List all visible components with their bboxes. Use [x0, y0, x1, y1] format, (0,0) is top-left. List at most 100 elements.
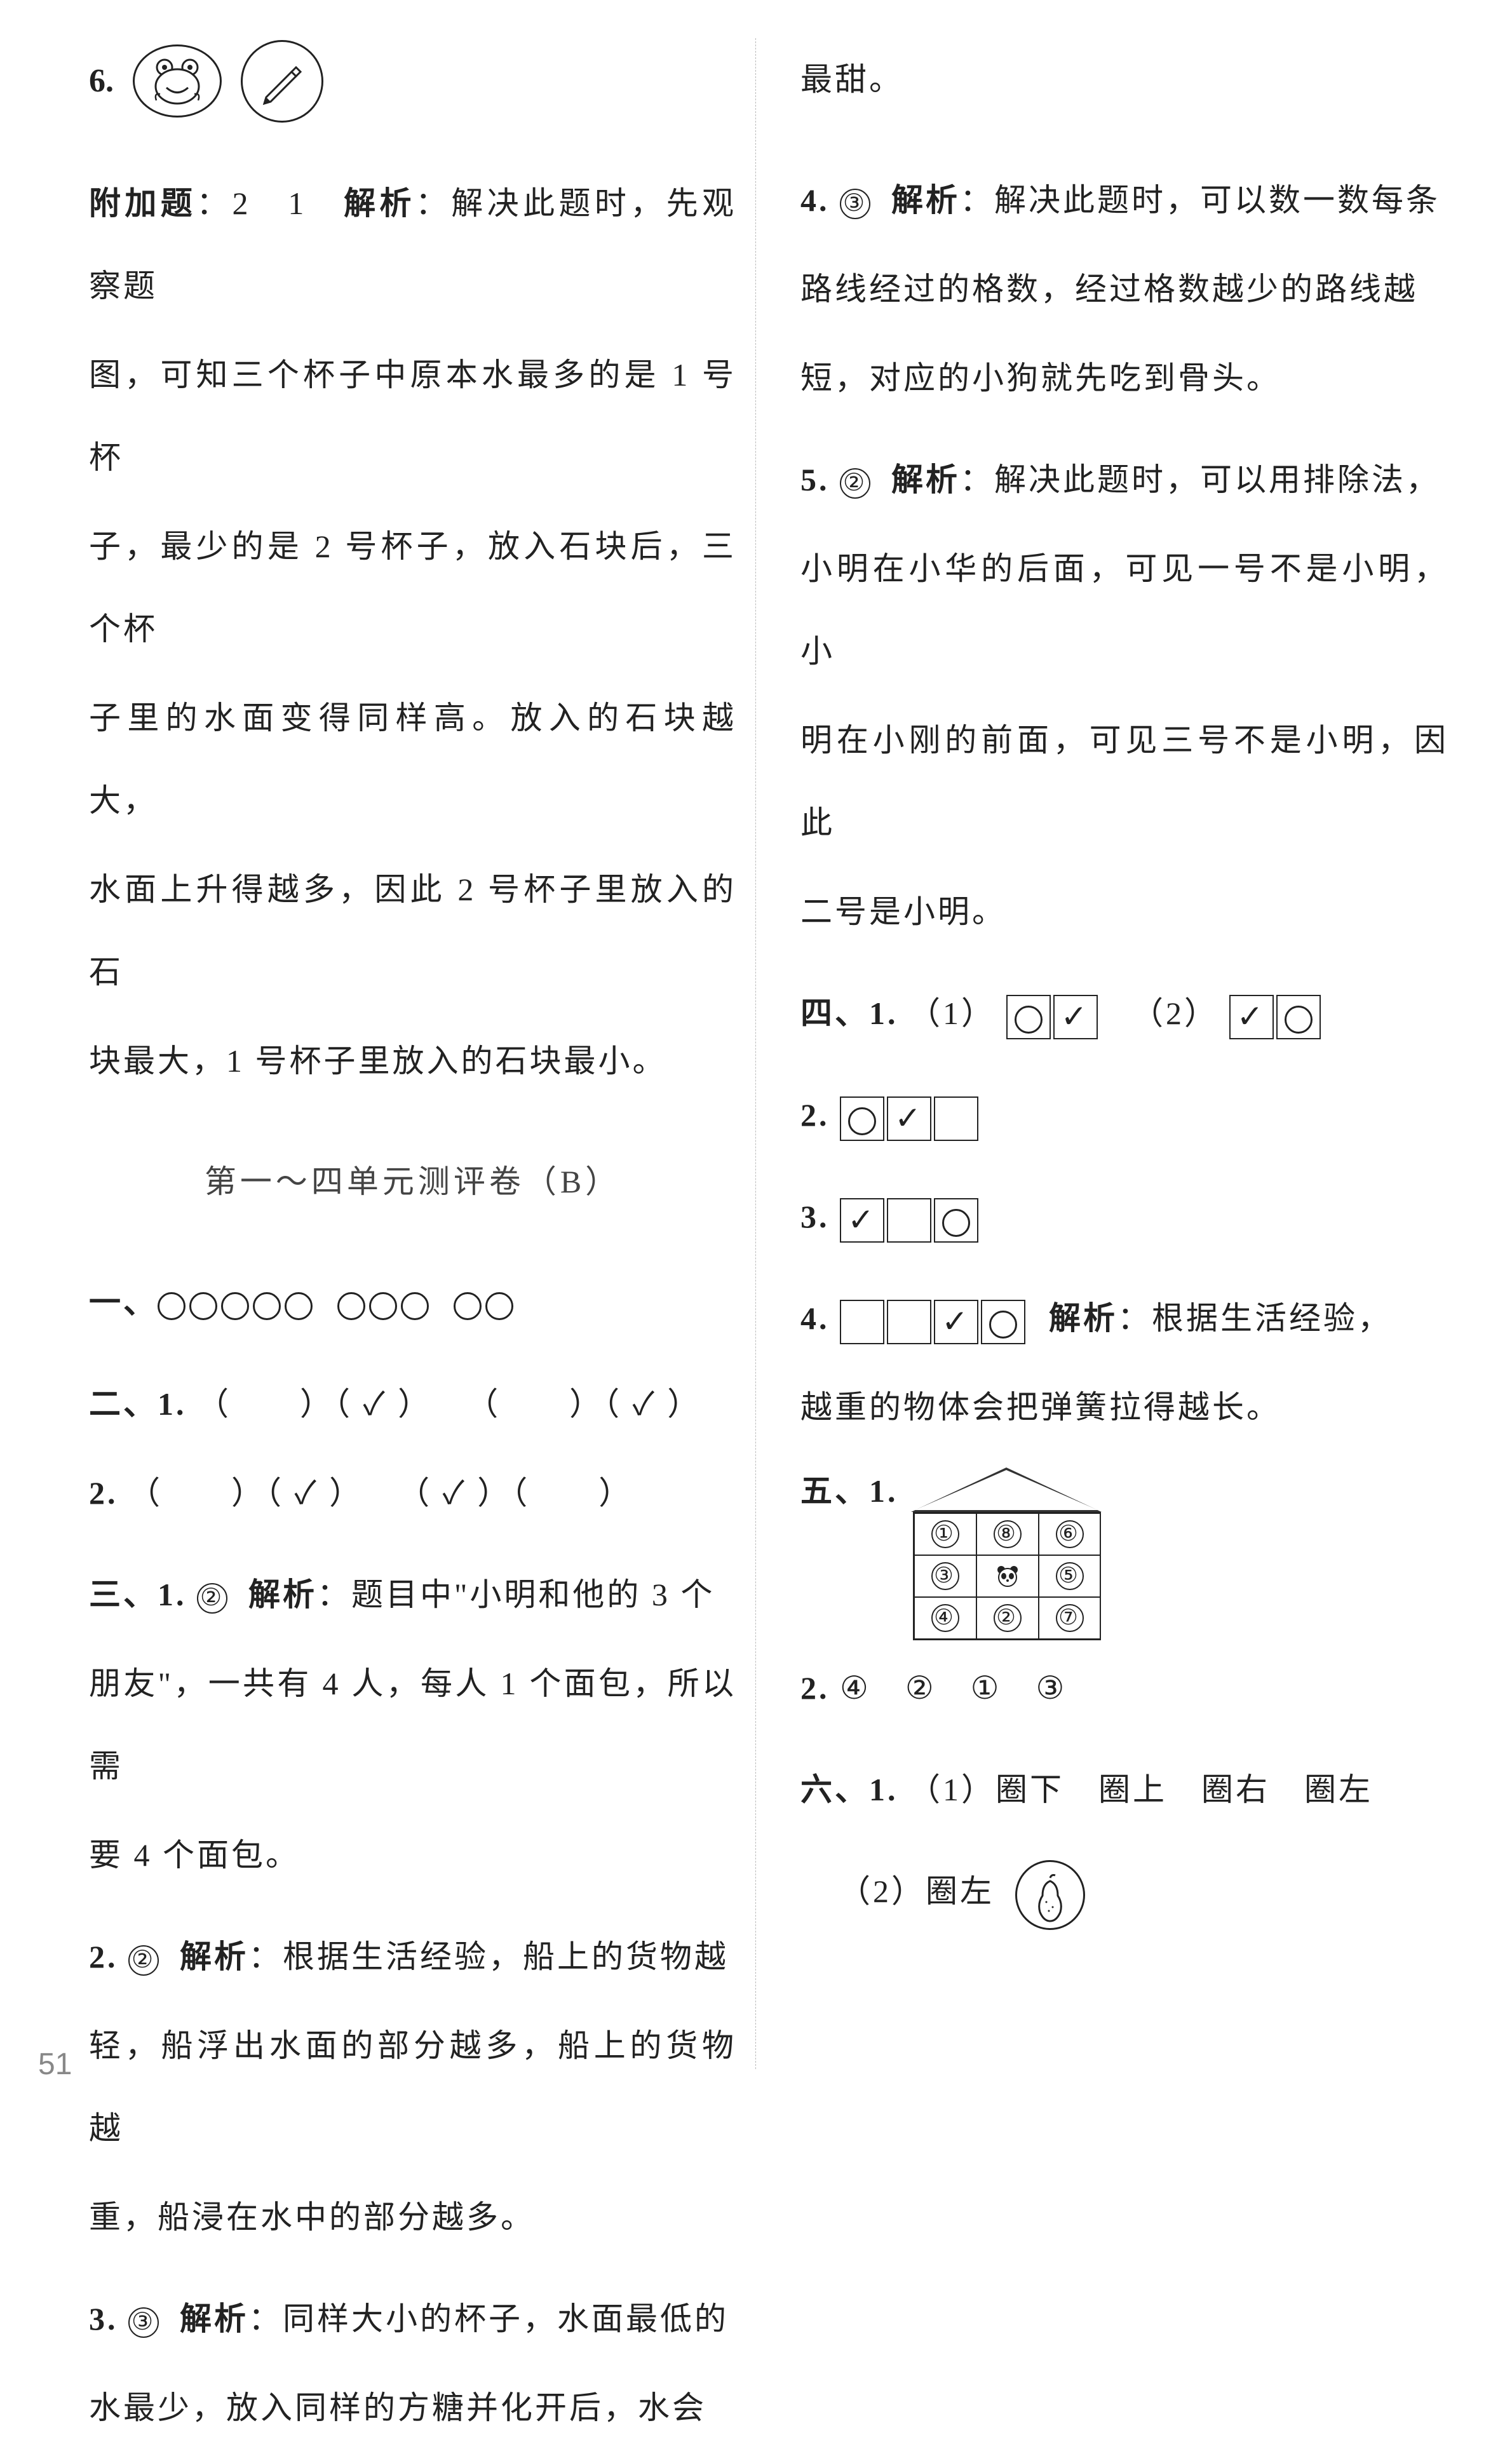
three4-label: 4.	[800, 182, 830, 218]
three1-t2: 朋友"，一共有 4 人，每人 1 个面包，所以需	[89, 1642, 736, 1807]
frog-icon	[133, 44, 222, 118]
ans-circled: ③	[128, 2307, 159, 2338]
three-label: 三、1.	[89, 1577, 187, 1612]
q-six-1-2: （2）圈左	[800, 1850, 1448, 1933]
four-label: 四、1.	[800, 995, 898, 1031]
extra-label: 附加题	[89, 186, 196, 221]
grid-cell: ⑧	[976, 1513, 1039, 1555]
box-circle	[840, 1096, 884, 1141]
four1-p2: （2）	[1131, 995, 1218, 1031]
panda-icon	[994, 1562, 1022, 1590]
circle-mark	[253, 1292, 281, 1320]
cell-num: ①	[931, 1520, 959, 1548]
five-label: 五、1.	[800, 1467, 898, 1515]
jiexi-label: 解析	[180, 2301, 248, 2337]
q-five-2: 2. ④ ② ① ③	[800, 1647, 1448, 1729]
box-check	[840, 1198, 884, 1243]
jiexi-label: 解析	[180, 1939, 248, 1974]
circle-mark	[454, 1292, 482, 1320]
jiexi-label: 解析	[344, 186, 415, 221]
ans-circled: ②	[197, 1583, 227, 1614]
circle-mark	[401, 1292, 429, 1320]
box-empty	[887, 1198, 931, 1243]
ans-circled: ③	[840, 189, 870, 219]
grid-cell	[976, 1555, 1039, 1597]
jiexi-label: 解析	[248, 1577, 317, 1612]
q6-row: 6.	[89, 38, 736, 124]
four1-p1: （1）	[908, 995, 996, 1031]
five2-label: 2.	[800, 1670, 830, 1706]
box-check	[1053, 995, 1098, 1039]
three5-t2: 小明在小华的后面，可见一号不是小明，小	[800, 527, 1448, 692]
grid-cell: ⑤	[1039, 1555, 1101, 1597]
cell-num: ⑦	[1056, 1604, 1084, 1632]
four2-label: 2.	[800, 1097, 830, 1133]
cell-num: ⑤	[1056, 1562, 1084, 1590]
box-circle	[1276, 995, 1321, 1039]
three3-t1: ：同样大小的杯子，水面最低的	[248, 2301, 729, 2337]
three5-t3: 明在小刚的前面，可见三号不是小明，因此	[800, 699, 1448, 864]
four4-t2: 越重的物体会把弹簧拉得越长。	[800, 1366, 1448, 1448]
cell-num: ④	[931, 1604, 959, 1632]
q-four-1: 四、1. （1） （2）	[800, 972, 1448, 1055]
box-circle	[1006, 995, 1051, 1039]
box-check	[934, 1300, 978, 1344]
q-three-1: 三、1. ② 解析：题目中"小明和他的 3 个	[89, 1553, 736, 1636]
three5-label: 5.	[800, 462, 830, 497]
three4-t1: ：解决此题时，可以数一数每条	[960, 182, 1440, 218]
extra-line4: 子里的水面变得同样高。放入的石块越大，	[89, 677, 736, 842]
grid-cell: ⑥	[1039, 1513, 1101, 1555]
section-title: 第一～四单元测评卷（B）	[89, 1140, 736, 1223]
circle-mark	[189, 1292, 217, 1320]
q-two-2: 2. （ ）（ ✓ ） （ ✓ ）（ ）	[89, 1452, 736, 1534]
three3-t2: 水最少，放入同样的方糖并化开后，水会	[89, 2366, 736, 2449]
house-roof	[911, 1467, 1102, 1512]
six1-p1: （1）圈下 圈上 圈右 圈左	[908, 1772, 1373, 1807]
extra-line5: 水面上升得越多，因此 2 号杯子里放入的石	[89, 848, 736, 1013]
cell-num: ③	[931, 1562, 959, 1590]
circle-mark	[221, 1292, 249, 1320]
circle-mark	[337, 1292, 365, 1320]
grid-cell: ②	[976, 1597, 1039, 1639]
left-column: 6.	[89, 38, 756, 2069]
three2-t2: 轻，船浮出水面的部分越多，船上的货物越	[89, 2004, 736, 2169]
right-column: 最甜。 4. ③ 解析：解决此题时，可以数一数每条 路线经过的格数，经过格数越少…	[781, 38, 1448, 2069]
pear-icon	[1015, 1860, 1085, 1930]
one-label: 一、	[89, 1285, 158, 1320]
q-three-2: 2. ② 解析：根据生活经验，船上的货物越	[89, 1915, 736, 1998]
pencil-icon	[241, 40, 323, 123]
q-three-5: 5. ② 解析：解决此题时，可以用排除法，	[800, 438, 1448, 521]
q-six-1: 六、1. （1）圈下 圈上 圈右 圈左	[800, 1748, 1448, 1831]
three4-t2: 路线经过的格数，经过格数越少的路线越	[800, 248, 1448, 330]
ans-circled: ②	[840, 468, 870, 499]
grid-cell: ①	[914, 1513, 976, 1555]
box-circle	[981, 1300, 1025, 1344]
cell-num: ⑧	[994, 1520, 1022, 1548]
four4-t1: ：根据生活经验，	[1117, 1300, 1392, 1336]
grid-cell: ④	[914, 1597, 976, 1639]
four4-label: 4.	[800, 1300, 830, 1336]
circle-mark	[158, 1292, 186, 1320]
circle-mark	[369, 1292, 397, 1320]
house-grid: ① ⑧ ⑥ ③ ⑤ ④ ② ⑦	[913, 1512, 1101, 1640]
cell-num: ⑥	[1056, 1520, 1084, 1548]
q-five-1: 五、1. ① ⑧ ⑥ ③ ⑤ ④ ② ⑦	[800, 1467, 1448, 1640]
house-diagram: ① ⑧ ⑥ ③ ⑤ ④ ② ⑦	[911, 1467, 1102, 1640]
box-circle	[934, 1198, 978, 1243]
page-number: 51	[38, 2047, 72, 2082]
grid-cell: ③	[914, 1555, 976, 1597]
q-one: 一、	[89, 1261, 736, 1344]
cell-num: ②	[994, 1604, 1022, 1632]
extra-line1: 附加题：2 1 解析：解决此题时，先观察题	[89, 162, 736, 327]
box-empty	[887, 1300, 931, 1344]
three5-t1: ：解决此题时，可以用排除法，	[960, 462, 1440, 497]
jiexi-label: 解析	[891, 182, 960, 218]
jiexi-label: 解析	[1049, 1300, 1117, 1336]
extra-line3: 子，最少的是 2 号杯子，放入石块后，三个杯	[89, 505, 736, 670]
three5-t4: 二号是小明。	[800, 870, 1448, 953]
q6-number: 6.	[89, 38, 114, 124]
ans-circled: ②	[128, 1945, 159, 1976]
q-four-4: 4. 解析：根据生活经验，	[800, 1277, 1448, 1359]
three4-t3: 短，对应的小狗就先吃到骨头。	[800, 337, 1448, 419]
three3-label: 3.	[89, 2301, 118, 2337]
